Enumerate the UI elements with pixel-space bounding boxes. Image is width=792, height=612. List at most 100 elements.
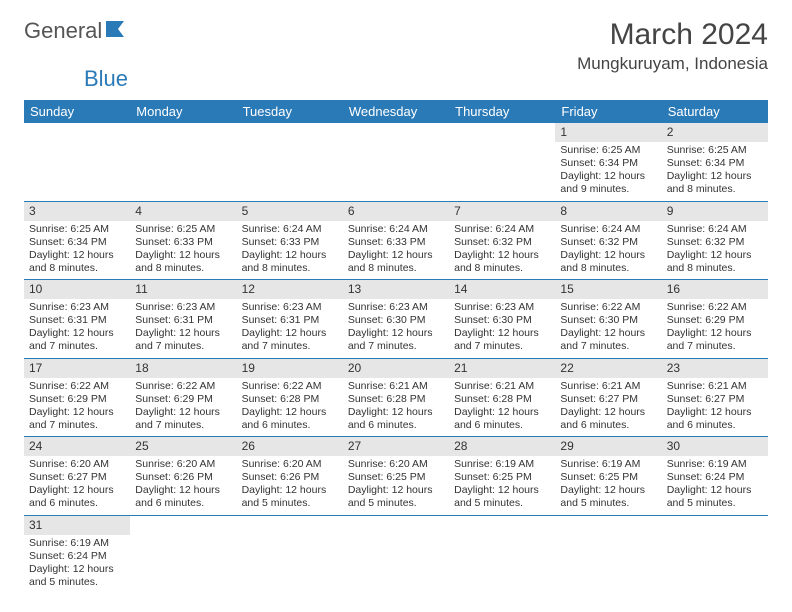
day-details: Sunrise: 6:23 AMSunset: 6:30 PMDaylight:…	[449, 299, 555, 358]
day-number: 12	[237, 280, 343, 299]
sunset-text: Sunset: 6:25 PM	[454, 471, 550, 484]
sunrise-text: Sunrise: 6:24 AM	[454, 223, 550, 236]
sunrise-text: Sunrise: 6:21 AM	[454, 380, 550, 393]
day-number: 31	[24, 516, 130, 535]
day-number: 20	[343, 359, 449, 378]
daylight-text: Daylight: 12 hours and 8 minutes.	[454, 249, 550, 275]
daylight-text: Daylight: 12 hours and 6 minutes.	[667, 406, 763, 432]
day-number: 5	[237, 202, 343, 221]
day-details: Sunrise: 6:23 AMSunset: 6:31 PMDaylight:…	[130, 299, 236, 358]
day-number: 30	[662, 437, 768, 456]
title-block: March 2024 Mungkuruyam, Indonesia	[577, 18, 768, 74]
day-details: Sunrise: 6:22 AMSunset: 6:29 PMDaylight:…	[130, 378, 236, 437]
day-details: Sunrise: 6:25 AMSunset: 6:34 PMDaylight:…	[662, 142, 768, 201]
sunset-text: Sunset: 6:32 PM	[560, 236, 656, 249]
day-details: Sunrise: 6:23 AMSunset: 6:31 PMDaylight:…	[237, 299, 343, 358]
calendar-day: 26Sunrise: 6:20 AMSunset: 6:26 PMDayligh…	[237, 437, 343, 516]
calendar-day: 17Sunrise: 6:22 AMSunset: 6:29 PMDayligh…	[24, 358, 130, 437]
calendar-day: 24Sunrise: 6:20 AMSunset: 6:27 PMDayligh…	[24, 437, 130, 516]
sunset-text: Sunset: 6:34 PM	[560, 157, 656, 170]
sunset-text: Sunset: 6:30 PM	[348, 314, 444, 327]
sunrise-text: Sunrise: 6:25 AM	[667, 144, 763, 157]
sunset-text: Sunset: 6:29 PM	[135, 393, 231, 406]
logo-flag-icon	[106, 21, 128, 42]
daylight-text: Daylight: 12 hours and 5 minutes.	[454, 484, 550, 510]
day-number: 7	[449, 202, 555, 221]
day-details: Sunrise: 6:19 AMSunset: 6:24 PMDaylight:…	[662, 456, 768, 515]
day-number: 1	[555, 123, 661, 142]
day-number: 13	[343, 280, 449, 299]
calendar-table: SundayMondayTuesdayWednesdayThursdayFrid…	[24, 100, 768, 593]
day-number: 26	[237, 437, 343, 456]
sunset-text: Sunset: 6:33 PM	[135, 236, 231, 249]
daylight-text: Daylight: 12 hours and 7 minutes.	[29, 406, 125, 432]
weekday-header: Sunday	[24, 100, 130, 123]
day-number: 9	[662, 202, 768, 221]
calendar-day: 18Sunrise: 6:22 AMSunset: 6:29 PMDayligh…	[130, 358, 236, 437]
day-number: 2	[662, 123, 768, 142]
weekday-header: Thursday	[449, 100, 555, 123]
day-details: Sunrise: 6:19 AMSunset: 6:25 PMDaylight:…	[555, 456, 661, 515]
day-details: Sunrise: 6:19 AMSunset: 6:24 PMDaylight:…	[24, 535, 130, 594]
calendar-day-empty	[555, 515, 661, 593]
day-details: Sunrise: 6:22 AMSunset: 6:29 PMDaylight:…	[24, 378, 130, 437]
sunset-text: Sunset: 6:30 PM	[454, 314, 550, 327]
sunset-text: Sunset: 6:34 PM	[29, 236, 125, 249]
day-number: 23	[662, 359, 768, 378]
sunset-text: Sunset: 6:28 PM	[348, 393, 444, 406]
sunrise-text: Sunrise: 6:20 AM	[242, 458, 338, 471]
day-details: Sunrise: 6:24 AMSunset: 6:32 PMDaylight:…	[555, 221, 661, 280]
day-number: 15	[555, 280, 661, 299]
sunrise-text: Sunrise: 6:22 AM	[29, 380, 125, 393]
daylight-text: Daylight: 12 hours and 6 minutes.	[454, 406, 550, 432]
sunset-text: Sunset: 6:31 PM	[135, 314, 231, 327]
daylight-text: Daylight: 12 hours and 9 minutes.	[560, 170, 656, 196]
day-details: Sunrise: 6:22 AMSunset: 6:28 PMDaylight:…	[237, 378, 343, 437]
sunrise-text: Sunrise: 6:22 AM	[560, 301, 656, 314]
daylight-text: Daylight: 12 hours and 5 minutes.	[29, 563, 125, 589]
sunrise-text: Sunrise: 6:23 AM	[29, 301, 125, 314]
logo: General	[24, 18, 130, 44]
day-number: 21	[449, 359, 555, 378]
logo-text-blue: Blue	[84, 66, 128, 91]
calendar-day-empty	[130, 123, 236, 201]
sunset-text: Sunset: 6:33 PM	[348, 236, 444, 249]
calendar-day: 19Sunrise: 6:22 AMSunset: 6:28 PMDayligh…	[237, 358, 343, 437]
sunrise-text: Sunrise: 6:25 AM	[135, 223, 231, 236]
sunset-text: Sunset: 6:26 PM	[242, 471, 338, 484]
calendar-day: 21Sunrise: 6:21 AMSunset: 6:28 PMDayligh…	[449, 358, 555, 437]
sunrise-text: Sunrise: 6:23 AM	[348, 301, 444, 314]
day-details: Sunrise: 6:24 AMSunset: 6:33 PMDaylight:…	[237, 221, 343, 280]
sunset-text: Sunset: 6:27 PM	[29, 471, 125, 484]
sunset-text: Sunset: 6:31 PM	[242, 314, 338, 327]
day-number: 29	[555, 437, 661, 456]
day-details: Sunrise: 6:21 AMSunset: 6:28 PMDaylight:…	[343, 378, 449, 437]
sunset-text: Sunset: 6:30 PM	[560, 314, 656, 327]
daylight-text: Daylight: 12 hours and 7 minutes.	[560, 327, 656, 353]
day-details: Sunrise: 6:23 AMSunset: 6:31 PMDaylight:…	[24, 299, 130, 358]
calendar-day: 8Sunrise: 6:24 AMSunset: 6:32 PMDaylight…	[555, 201, 661, 280]
day-number: 10	[24, 280, 130, 299]
calendar-day: 23Sunrise: 6:21 AMSunset: 6:27 PMDayligh…	[662, 358, 768, 437]
day-details: Sunrise: 6:20 AMSunset: 6:25 PMDaylight:…	[343, 456, 449, 515]
sunset-text: Sunset: 6:32 PM	[454, 236, 550, 249]
day-number: 18	[130, 359, 236, 378]
day-number: 6	[343, 202, 449, 221]
day-details: Sunrise: 6:20 AMSunset: 6:26 PMDaylight:…	[130, 456, 236, 515]
day-number: 16	[662, 280, 768, 299]
daylight-text: Daylight: 12 hours and 6 minutes.	[135, 484, 231, 510]
sunrise-text: Sunrise: 6:25 AM	[560, 144, 656, 157]
calendar-day: 11Sunrise: 6:23 AMSunset: 6:31 PMDayligh…	[130, 280, 236, 359]
day-details: Sunrise: 6:25 AMSunset: 6:34 PMDaylight:…	[555, 142, 661, 201]
day-number: 27	[343, 437, 449, 456]
daylight-text: Daylight: 12 hours and 7 minutes.	[348, 327, 444, 353]
calendar-day-empty	[343, 515, 449, 593]
logo-text-general: General	[24, 18, 102, 44]
calendar-day: 12Sunrise: 6:23 AMSunset: 6:31 PMDayligh…	[237, 280, 343, 359]
weekday-header: Monday	[130, 100, 236, 123]
sunrise-text: Sunrise: 6:25 AM	[29, 223, 125, 236]
month-title: March 2024	[577, 18, 768, 52]
sunrise-text: Sunrise: 6:19 AM	[667, 458, 763, 471]
day-details: Sunrise: 6:19 AMSunset: 6:25 PMDaylight:…	[449, 456, 555, 515]
weekday-header: Saturday	[662, 100, 768, 123]
